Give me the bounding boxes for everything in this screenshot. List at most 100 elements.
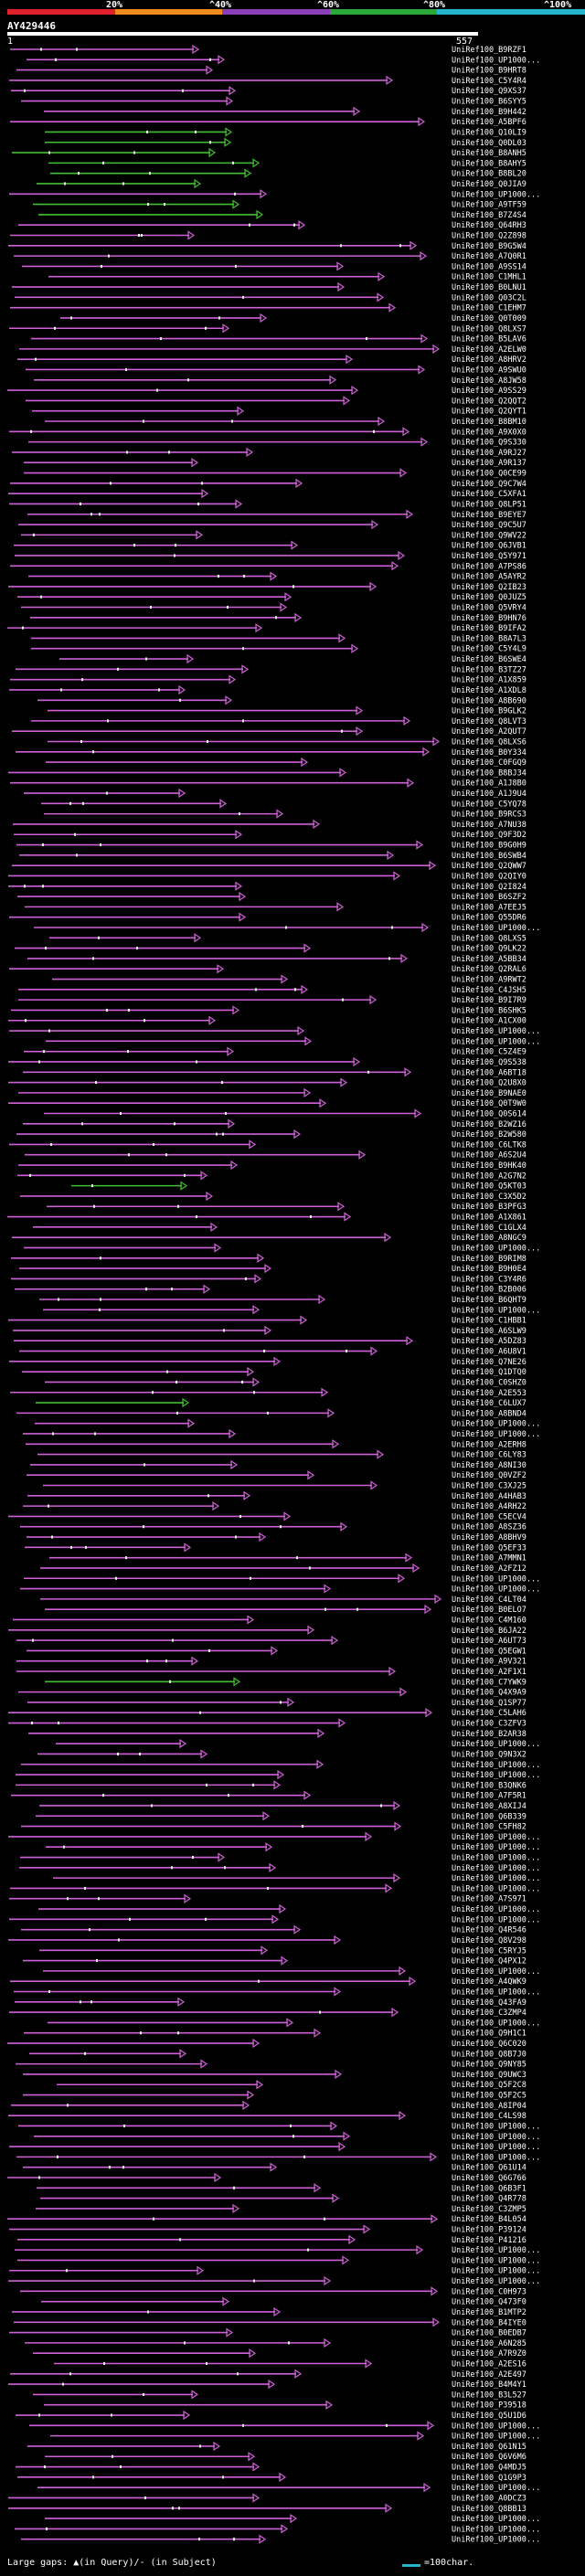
- hit-label[interactable]: UniRef100_Q8LXS6: [452, 737, 526, 747]
- hit-label[interactable]: UniRef100_B2WZ16: [452, 1120, 526, 1129]
- hit-label[interactable]: UniRef100_C0FGQ9: [452, 758, 526, 768]
- hit-label[interactable]: UniRef100_UP1000...: [452, 924, 540, 933]
- hit-label[interactable]: UniRef100_A2FZ12: [452, 1564, 526, 1574]
- hit-label[interactable]: UniRef100_Q0JIA9: [452, 180, 526, 189]
- hit-label[interactable]: UniRef100_A8BHV9: [452, 1533, 526, 1542]
- hit-label[interactable]: UniRef100_Q4PX12: [452, 1957, 526, 1966]
- hit-label[interactable]: UniRef100_A8B690: [452, 696, 526, 705]
- hit-label[interactable]: UniRef100_Q6B339: [452, 1812, 526, 1821]
- hit-label[interactable]: UniRef100_UP1000...: [452, 1905, 540, 1914]
- hit-label[interactable]: UniRef100_B9H442: [452, 108, 526, 117]
- hit-label[interactable]: UniRef100_Q8LXS7: [452, 324, 526, 334]
- hit-label[interactable]: UniRef100_Q473F0: [452, 2298, 526, 2307]
- hit-label[interactable]: UniRef100_A4RH22: [452, 1502, 526, 1511]
- hit-label[interactable]: UniRef100_C3ZMP4: [452, 2009, 526, 2018]
- hit-label[interactable]: UniRef100_Q1DTQ0: [452, 1368, 526, 1377]
- hit-label[interactable]: UniRef100_UP1000...: [452, 1967, 540, 1977]
- hit-label[interactable]: UniRef100_B2AR38: [452, 1730, 526, 1739]
- hit-label[interactable]: UniRef100_Q64RH3: [452, 221, 526, 230]
- hit-label[interactable]: UniRef100_C4JSH5: [452, 986, 526, 995]
- hit-label[interactable]: UniRef100_A8SZ36: [452, 1523, 526, 1532]
- hit-label[interactable]: UniRef100_UP1000...: [452, 2277, 540, 2286]
- hit-label[interactable]: UniRef100_Q1G9P3: [452, 2474, 526, 2483]
- hit-label[interactable]: UniRef100_Q8BB13: [452, 2505, 526, 2514]
- hit-label[interactable]: UniRef100_Q9S538: [452, 1058, 526, 1067]
- hit-label[interactable]: UniRef100_UP1000...: [452, 1874, 540, 1883]
- hit-label[interactable]: UniRef100_Q6JVB1: [452, 542, 526, 551]
- hit-label[interactable]: UniRef100_Q9C7W4: [452, 480, 526, 489]
- hit-label[interactable]: UniRef100_Q0S614: [452, 1109, 526, 1118]
- hit-label[interactable]: UniRef100_A9R137: [452, 459, 526, 468]
- hit-label[interactable]: UniRef100_UP1000...: [452, 2267, 540, 2276]
- hit-label[interactable]: UniRef100_Q2IB23: [452, 583, 526, 592]
- hit-label[interactable]: UniRef100_C5LAH6: [452, 1709, 526, 1718]
- hit-label[interactable]: UniRef100_C5ECV4: [452, 1512, 526, 1521]
- hit-label[interactable]: UniRef100_C3X5D2: [452, 1193, 526, 1202]
- hit-label[interactable]: UniRef100_C4M160: [452, 1616, 526, 1625]
- hit-label[interactable]: UniRef100_A9SS14: [452, 262, 526, 271]
- hit-label[interactable]: UniRef100_Q55DR6: [452, 914, 526, 923]
- hit-label[interactable]: UniRef100_UP1000...: [452, 2122, 540, 2131]
- hit-label[interactable]: UniRef100_P39518: [452, 2401, 526, 2411]
- hit-label[interactable]: UniRef100_UP1000...: [452, 2256, 540, 2265]
- hit-label[interactable]: UniRef100_A2QUT7: [452, 727, 526, 737]
- hit-label[interactable]: UniRef100_C5YQ78: [452, 800, 526, 809]
- hit-label[interactable]: UniRef100_UP1000...: [452, 2433, 540, 2442]
- hit-label[interactable]: UniRef100_A7Q0R1: [452, 252, 526, 261]
- hit-label[interactable]: UniRef100_B6JA22: [452, 1627, 526, 1636]
- hit-label[interactable]: UniRef100_Q6B3F1: [452, 2184, 526, 2193]
- hit-label[interactable]: UniRef100_C5Y4R4: [452, 77, 526, 86]
- hit-label[interactable]: UniRef100_UP1000...: [452, 2019, 540, 2028]
- hit-label[interactable]: UniRef100_Q9XS37: [452, 87, 526, 96]
- hit-label[interactable]: UniRef100_A9X0X0: [452, 428, 526, 437]
- hit-label[interactable]: UniRef100_B9HN76: [452, 614, 526, 623]
- hit-label[interactable]: UniRef100_Q9F3D2: [452, 831, 526, 840]
- hit-label[interactable]: UniRef100_P41216: [452, 2236, 526, 2245]
- hit-label[interactable]: UniRef100_UP1000...: [452, 1306, 540, 1315]
- hit-label[interactable]: UniRef100_Q9WV22: [452, 531, 526, 540]
- hit-label[interactable]: UniRef100_B6SZF2: [452, 893, 526, 902]
- hit-label[interactable]: UniRef100_A8NGC9: [452, 1234, 526, 1243]
- hit-label[interactable]: UniRef100_P39124: [452, 2226, 526, 2235]
- hit-label[interactable]: UniRef100_B9RIM8: [452, 1255, 526, 1264]
- hit-label[interactable]: UniRef100_B0Y334: [452, 748, 526, 758]
- hit-label[interactable]: UniRef100_A8NI30: [452, 1461, 526, 1470]
- hit-label[interactable]: UniRef100_Q10LI9: [452, 128, 526, 137]
- hit-label[interactable]: UniRef100_B8A7L3: [452, 634, 526, 643]
- hit-label[interactable]: UniRef100_A9SWU0: [452, 366, 526, 375]
- hit-label[interactable]: UniRef100_B4M4Y1: [452, 2380, 526, 2390]
- hit-label[interactable]: UniRef100_C1HBB1: [452, 1317, 526, 1326]
- hit-label[interactable]: UniRef100_B0EDB7: [452, 2329, 526, 2338]
- hit-label[interactable]: UniRef100_A1X859: [452, 676, 526, 685]
- hit-label[interactable]: UniRef100_Q5KT03: [452, 1182, 526, 1192]
- hit-label[interactable]: UniRef100_C1EHM7: [452, 304, 526, 313]
- hit-label[interactable]: UniRef100_C5Z4E9: [452, 1048, 526, 1057]
- hit-label[interactable]: UniRef100_C3ZFV3: [452, 1720, 526, 1729]
- hit-label[interactable]: UniRef100_UP1000...: [452, 2133, 540, 2142]
- hit-label[interactable]: UniRef100_UP1000...: [452, 1864, 540, 1873]
- hit-label[interactable]: UniRef100_C4LT04: [452, 1595, 526, 1605]
- hit-label[interactable]: UniRef100_C5Y4L9: [452, 645, 526, 654]
- hit-label[interactable]: UniRef100_A9V321: [452, 1658, 526, 1667]
- hit-label[interactable]: UniRef100_UP1000...: [452, 1761, 540, 1770]
- hit-label[interactable]: UniRef100_C0H973: [452, 2287, 526, 2296]
- hit-label[interactable]: UniRef100_UP1000...: [452, 1833, 540, 1842]
- hit-label[interactable]: UniRef100_A7EEJ5: [452, 903, 526, 912]
- hit-label[interactable]: UniRef100_B4L054: [452, 2215, 526, 2224]
- hit-label[interactable]: UniRef100_Q2QIY0: [452, 872, 526, 881]
- hit-label[interactable]: UniRef100_Q9H1C1: [452, 2030, 526, 2039]
- hit-label[interactable]: UniRef100_UP1000...: [452, 1244, 540, 1253]
- hit-label[interactable]: UniRef100_A9TF59: [452, 201, 526, 210]
- hit-label[interactable]: UniRef100_A7MMN1: [452, 1554, 526, 1564]
- hit-label[interactable]: UniRef100_A7NU38: [452, 821, 526, 830]
- hit-label[interactable]: UniRef100_A2ERH8: [452, 1440, 526, 1449]
- hit-label[interactable]: UniRef100_C6LUX7: [452, 1399, 526, 1408]
- hit-label[interactable]: UniRef100_UP1000...: [452, 1771, 540, 1780]
- hit-label[interactable]: UniRef100_B1MTP2: [452, 2308, 526, 2317]
- hit-label[interactable]: UniRef100_A5DZ83: [452, 1337, 526, 1346]
- hit-label[interactable]: UniRef100_A6BT18: [452, 1068, 526, 1077]
- hit-label[interactable]: UniRef100_B9NAE0: [452, 1089, 526, 1098]
- hit-label[interactable]: UniRef100_Q4MDJ5: [452, 2464, 526, 2473]
- hit-label[interactable]: UniRef100_Q5F2C5: [452, 2092, 526, 2101]
- hit-label[interactable]: UniRef100_B9IFA2: [452, 624, 526, 633]
